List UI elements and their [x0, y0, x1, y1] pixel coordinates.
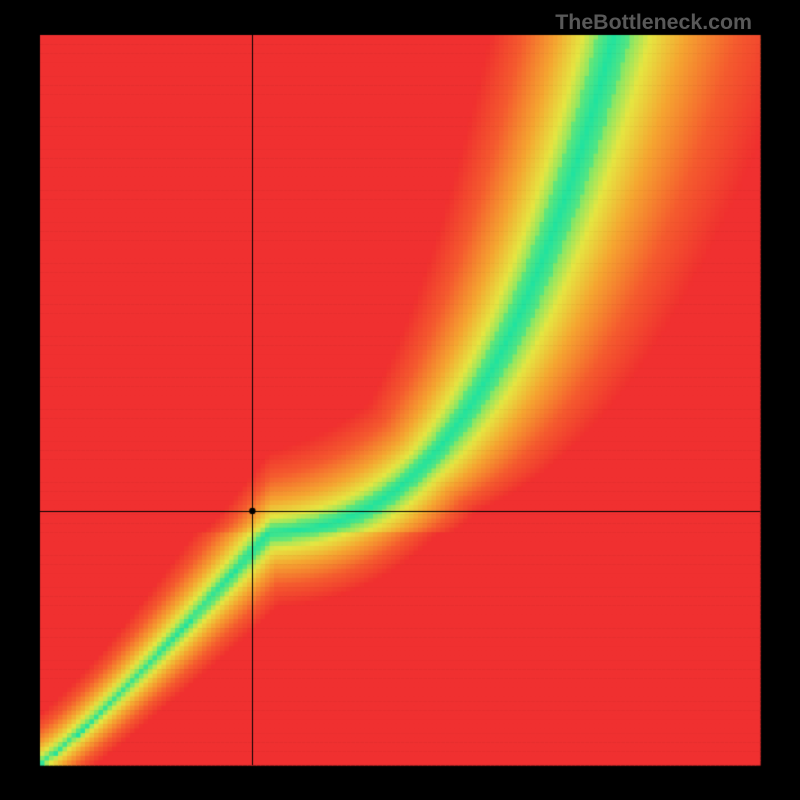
bottleneck-heatmap: [0, 0, 800, 800]
chart-container: TheBottleneck.com: [0, 0, 800, 800]
